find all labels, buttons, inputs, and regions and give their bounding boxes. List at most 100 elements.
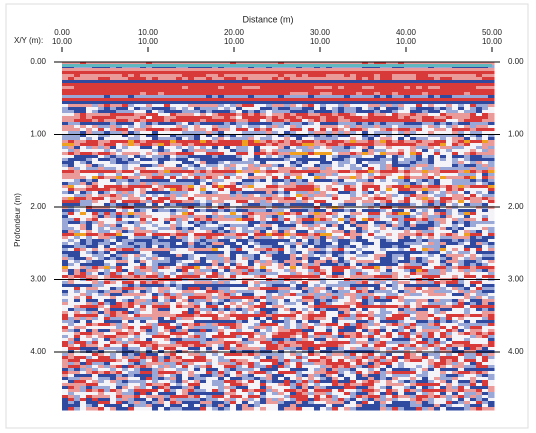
texture [350,152,357,156]
texture [338,170,345,174]
texture [446,152,453,156]
texture [404,212,411,216]
texture [98,233,105,237]
texture [248,104,255,108]
texture [314,71,321,75]
texture [296,128,303,132]
texture [254,191,261,195]
texture [404,251,411,255]
texture [116,260,123,264]
texture [416,215,423,219]
texture [248,191,255,195]
texture [422,233,429,237]
texture [422,77,429,81]
texture [122,260,129,264]
texture [110,143,117,147]
texture [146,173,153,177]
texture [278,155,285,159]
texture [326,158,333,162]
texture [320,98,327,102]
texture [80,86,87,90]
texture [266,218,273,222]
texture [242,200,249,204]
texture [68,74,75,78]
texture [314,191,321,195]
texture [458,110,465,114]
texture [272,89,279,93]
texture [170,170,177,174]
texture [320,107,327,111]
texture [410,107,417,111]
texture [224,86,231,90]
texture [374,104,381,108]
texture [200,71,207,75]
texture [326,125,333,129]
texture [98,113,105,117]
texture [62,116,69,120]
texture [320,248,327,252]
texture [248,185,255,189]
texture [140,188,147,192]
texture [104,248,111,252]
texture [374,137,381,141]
texture [410,68,417,72]
texture [464,92,471,96]
texture [158,167,165,171]
texture [236,236,243,240]
texture [344,71,351,75]
texture [170,146,177,150]
texture [254,74,261,78]
texture [74,221,81,225]
texture [152,98,159,102]
texture [470,230,477,234]
texture [344,173,351,177]
texture [260,230,267,234]
texture [218,89,225,93]
texture [206,233,213,237]
texture [74,188,81,192]
texture [176,83,183,87]
texture [356,140,363,144]
texture [236,101,243,105]
texture [236,146,243,150]
texture [206,161,213,165]
texture [302,95,309,99]
texture [80,212,87,216]
texture [374,239,381,243]
texture [206,104,213,108]
texture [188,155,195,159]
texture [320,236,327,240]
texture [380,68,387,72]
texture [464,125,471,129]
texture [308,179,315,183]
texture [236,86,243,90]
texture [302,71,309,75]
texture [308,128,315,132]
texture [122,86,129,90]
texture [134,122,141,126]
texture [182,68,189,72]
texture [308,143,315,147]
texture [308,188,315,192]
texture [278,245,285,249]
texture [218,242,225,246]
texture [374,98,381,102]
texture [200,194,207,198]
texture [206,263,213,267]
texture [374,101,381,105]
texture [440,161,447,165]
texture [410,146,417,150]
texture [314,230,321,234]
texture [236,122,243,126]
texture [284,155,291,159]
texture [248,194,255,198]
texture [356,104,363,108]
texture [158,191,165,195]
texture [416,236,423,240]
texture [314,131,321,135]
texture [146,209,153,213]
texture [452,191,459,195]
texture [212,221,219,225]
texture [458,191,465,195]
texture [176,248,183,252]
